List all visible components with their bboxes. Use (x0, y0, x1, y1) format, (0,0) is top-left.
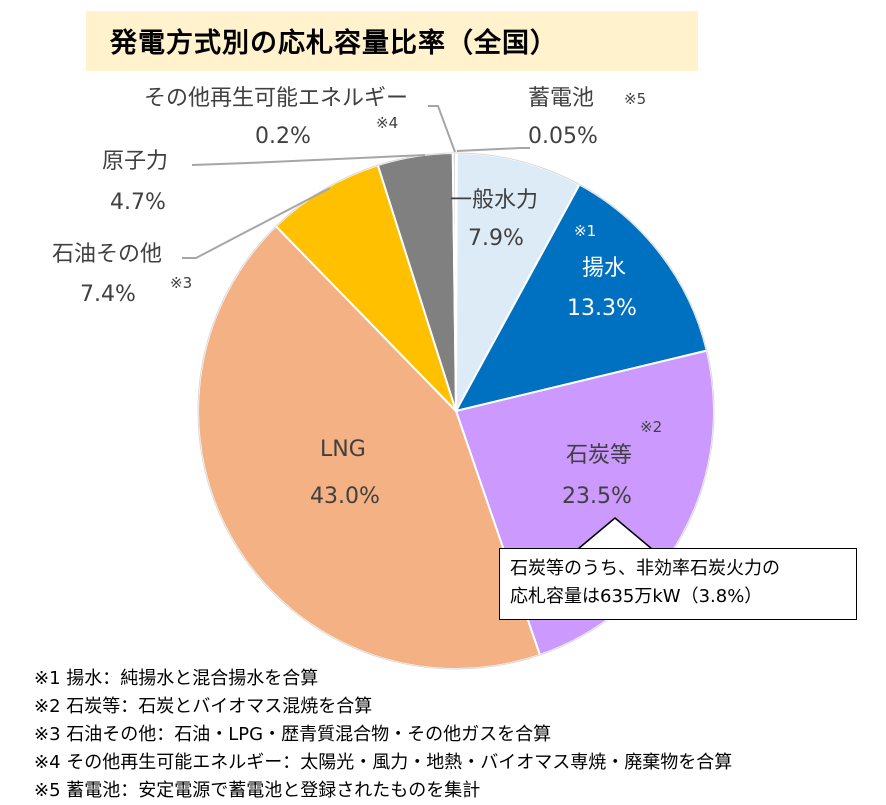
label-hydro-value: 7.9% (468, 226, 524, 251)
leader-line-nuclear (191, 154, 426, 166)
pie-outline (197, 152, 715, 670)
label-battery-note: ※5 (624, 90, 647, 108)
label-other-renewable-note: ※4 (376, 114, 399, 132)
footnote-1: ※1 揚水：純揚水と混合揚水を合算 (34, 668, 319, 689)
label-coal-value: 23.5% (562, 484, 632, 509)
label-oil-value: 7.4% (80, 282, 136, 307)
label-hydro-name: 一般水力 (450, 188, 539, 213)
label-coal-note: ※2 (640, 418, 663, 436)
label-battery-name: 蓄電池 (528, 86, 595, 111)
label-lng-name: LNG (320, 437, 366, 462)
footnote-4: ※4 その他再生可能エネルギー：太陽光・風力・地熱・バイオマス専焼・廃棄物を合算 (34, 752, 733, 773)
label-pumped-note: ※1 (574, 222, 597, 240)
footnote-2: ※2 石炭等：石炭とバイオマス混焼を合算 (34, 696, 373, 717)
label-other-renewable-name: その他再生可能エネルギー (144, 86, 409, 111)
label-nuclear-name: 原子力 (102, 149, 169, 174)
callout-line-1: 石炭等のうち、非効率石炭火力の (510, 558, 780, 579)
leader-line-battery (456, 147, 530, 152)
callout-line-2: 応札容量は635万kW（3.8%） (510, 586, 763, 607)
footnote-3: ※3 石油その他：石油・LPG・歴青質混合物・その他ガスを合算 (34, 724, 552, 745)
chart-title-box: 発電方式別の応札容量比率（全国） (86, 11, 698, 71)
label-lng-value: 43.0% (310, 484, 380, 509)
chart-title: 発電方式別の応札容量比率（全国） (110, 28, 558, 59)
label-pumped-value: 13.3% (567, 296, 637, 321)
leader-line-oil (182, 187, 331, 259)
label-coal-name: 石炭等 (566, 443, 633, 468)
label-oil-name: 石油その他 (52, 242, 163, 267)
label-battery-value: 0.05% (528, 124, 598, 149)
label-nuclear-value: 4.7% (110, 190, 166, 215)
label-pumped-name: 揚水 (582, 256, 627, 281)
footnote-5: ※5 蓄電池：安定電源で蓄電池と登録されたものを集計 (34, 780, 481, 801)
label-oil-note: ※3 (170, 274, 193, 292)
leader-line-other-renewable (428, 105, 456, 153)
coal-callout: 石炭等のうち、非効率石炭火力の 応札容量は635万kW（3.8%） (499, 548, 857, 620)
label-other-renewable-value: 0.2% (255, 124, 311, 149)
